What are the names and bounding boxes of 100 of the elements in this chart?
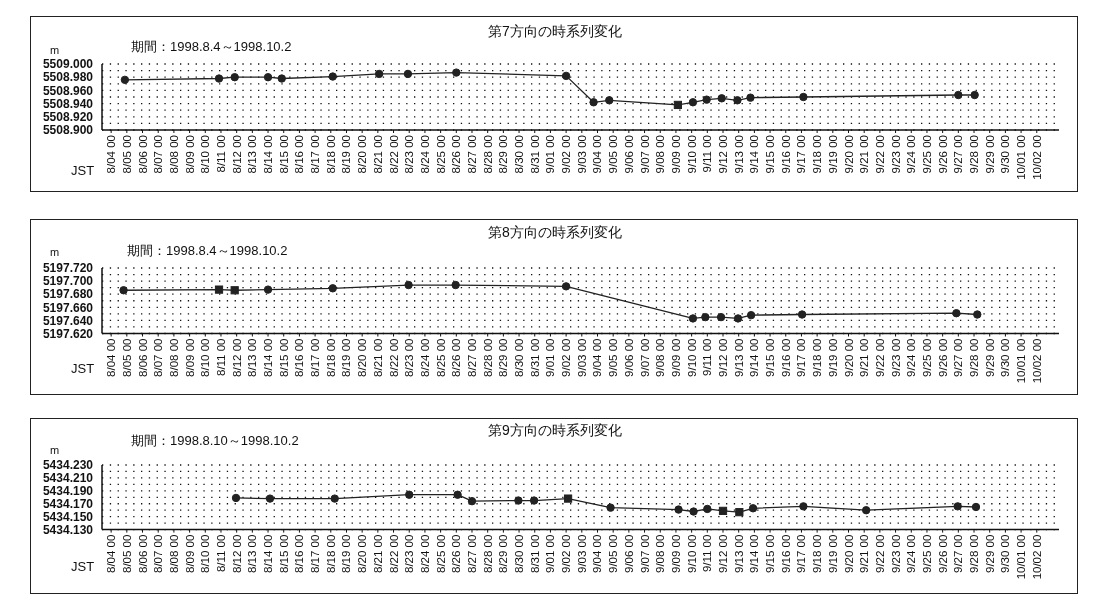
x-tick-label: 8/13 00 — [246, 534, 259, 573]
y-axis-title: m — [50, 444, 60, 456]
point — [717, 94, 726, 103]
x-tick-label: 8/25 00 — [434, 135, 447, 174]
x-tick-label: 9/11 00 — [701, 534, 714, 573]
x-axis-title: JST — [71, 559, 95, 574]
x-tick-label: 9/23 00 — [889, 534, 902, 573]
x-tick-label: 9/29 00 — [983, 534, 996, 573]
x-tick-label: 9/16 00 — [779, 135, 792, 174]
x-tick-label: 8/05 00 — [120, 534, 133, 573]
point — [405, 490, 414, 499]
x-tick-label: 9/28 00 — [968, 534, 981, 573]
x-tick-label: 8/23 00 — [403, 135, 416, 174]
x-tick-label: 9/10 00 — [685, 534, 698, 573]
x-tick-label: 8/08 00 — [167, 534, 180, 573]
x-tick-label: 9/24 00 — [905, 135, 918, 174]
point — [330, 494, 339, 503]
point — [263, 285, 273, 294]
x-tick-label: 9/18 00 — [811, 534, 824, 573]
x-tick-label: 8/21 00 — [371, 338, 384, 377]
x-tick-label: 8/09 00 — [183, 135, 196, 174]
x-tick-label: 8/25 00 — [434, 534, 447, 573]
x-tick-label: 8/11 00 — [214, 534, 227, 573]
x-tick-label: 9/06 00 — [622, 534, 635, 573]
x-tick-label: 10/01 00 — [1015, 338, 1028, 384]
x-tick-label: 8/12 00 — [230, 338, 243, 377]
x-tick-label: 9/20 00 — [842, 338, 855, 377]
point — [746, 93, 755, 102]
x-tick-label: 10/01 00 — [1015, 135, 1028, 180]
x-tick-label: 8/27 00 — [465, 534, 478, 573]
x-tick-label: 8/05 00 — [120, 135, 133, 174]
x-tick-label: 9/13 00 — [732, 338, 745, 377]
x-tick-label: 8/30 00 — [513, 534, 526, 573]
y-tick-label: 5197.640 — [42, 313, 94, 328]
x-tick-label: 8/17 00 — [309, 135, 322, 174]
x-tick-label: 9/15 00 — [764, 534, 777, 573]
point — [718, 506, 728, 515]
x-tick-label: 9/25 00 — [920, 135, 933, 174]
x-tick-label: 8/09 00 — [183, 534, 196, 573]
point — [265, 494, 275, 503]
x-tick-label: 9/02 00 — [560, 135, 573, 174]
x-tick-label: 9/02 00 — [560, 338, 573, 377]
point — [688, 98, 698, 107]
x-tick-label: 9/05 00 — [607, 534, 620, 573]
y-tick-label: 5197.700 — [42, 274, 94, 289]
x-tick-label: 8/26 00 — [450, 534, 463, 573]
point — [230, 286, 239, 295]
y-tick-label: 5197.660 — [42, 300, 94, 315]
x-tick-label: 9/30 00 — [999, 135, 1012, 174]
chart-title: 第9方向の時系列変化 — [488, 422, 622, 438]
point — [702, 95, 711, 104]
x-tick-label: 9/07 00 — [638, 534, 651, 573]
x-tick-label: 9/28 00 — [968, 135, 981, 174]
x-tick-label: 8/18 00 — [324, 135, 337, 174]
point — [952, 309, 961, 318]
point — [214, 74, 224, 83]
y-axis-title: m — [50, 44, 60, 56]
x-tick-label: 8/08 00 — [167, 135, 180, 174]
y-tick-label: 5508.960 — [42, 83, 94, 98]
y-tick-label: 5197.720 — [42, 261, 94, 276]
point — [973, 310, 982, 319]
x-tick-label: 9/01 00 — [544, 135, 557, 174]
x-tick-label: 9/25 00 — [920, 338, 933, 377]
x-tick-label: 9/22 00 — [873, 534, 886, 573]
y-tick-label: 5434.150 — [42, 509, 94, 524]
x-tick-label: 9/07 00 — [638, 338, 651, 377]
point — [605, 96, 614, 105]
x-tick-label: 9/05 00 — [607, 135, 620, 174]
x-tick-label: 8/31 00 — [528, 135, 541, 174]
x-tick-label: 8/14 00 — [262, 338, 275, 377]
x-tick-label: 9/03 00 — [575, 534, 588, 573]
x-tick-label: 9/27 00 — [952, 135, 965, 174]
x-tick-label: 8/12 00 — [230, 534, 243, 573]
point — [970, 90, 979, 100]
point — [954, 90, 963, 100]
point — [561, 282, 571, 291]
point — [452, 68, 461, 77]
point — [799, 502, 808, 511]
point — [403, 69, 413, 79]
x-tick-label: 9/01 00 — [544, 338, 557, 377]
y-tick-label: 5508.920 — [42, 110, 94, 125]
x-tick-label: 9/04 00 — [591, 534, 604, 573]
x-tick-label: 8/25 00 — [434, 338, 447, 377]
x-tick-label: 9/26 00 — [936, 135, 949, 174]
x-tick-label: 9/27 00 — [952, 338, 965, 377]
point — [328, 72, 337, 81]
point — [735, 508, 744, 517]
x-axis-title: JST — [71, 361, 95, 376]
x-tick-label: 8/30 00 — [513, 135, 526, 174]
point — [748, 504, 758, 513]
x-tick-label: 8/22 00 — [387, 338, 400, 377]
x-tick-label: 8/22 00 — [387, 534, 400, 573]
point — [214, 285, 224, 294]
point — [120, 75, 130, 85]
x-tick-label: 9/24 00 — [905, 534, 918, 573]
x-tick-label: 9/24 00 — [905, 338, 918, 377]
x-tick-label: 8/19 00 — [340, 534, 353, 573]
x-tick-label: 9/06 00 — [622, 338, 635, 377]
x-tick-label: 8/18 00 — [324, 338, 337, 377]
x-tick-label: 8/10 00 — [199, 135, 212, 174]
